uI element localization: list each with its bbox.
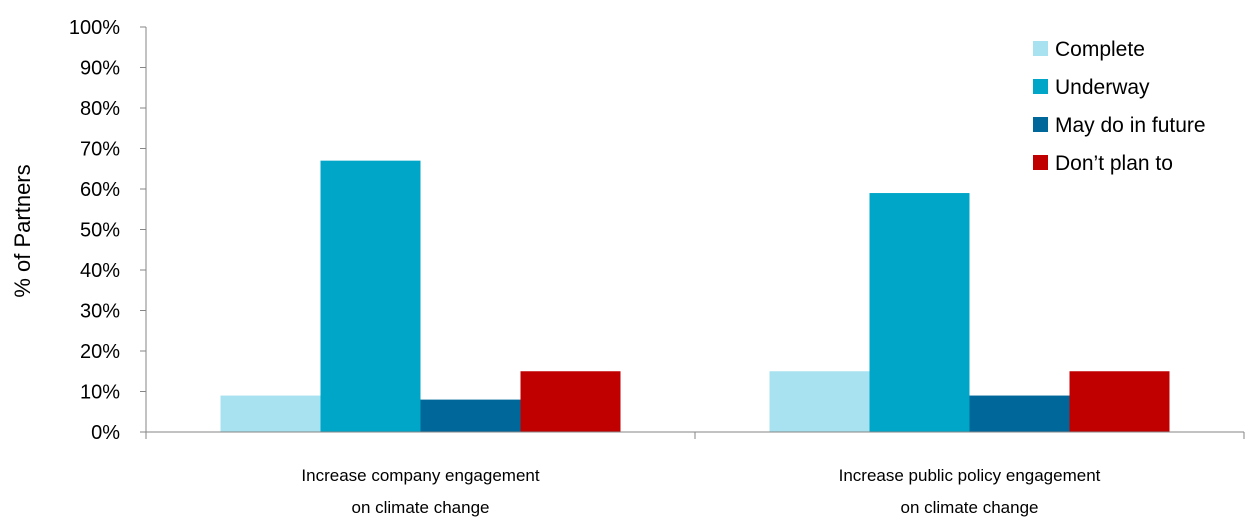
- bar: [969, 395, 1070, 432]
- bar: [769, 371, 870, 432]
- y-tick-label: 40%: [80, 260, 120, 282]
- y-tick-label: 70%: [80, 139, 120, 161]
- x-category-label: on climate change: [901, 498, 1039, 517]
- legend-label: Underway: [1055, 76, 1150, 99]
- y-tick-label: 90%: [80, 58, 120, 80]
- bar: [869, 193, 970, 432]
- bar: [220, 395, 321, 432]
- y-tick-label: 60%: [80, 179, 120, 201]
- x-category-label: Increase public policy engagement: [839, 466, 1101, 485]
- y-tick-label: 30%: [80, 301, 120, 323]
- y-tick-label: 0%: [91, 422, 120, 444]
- legend-swatch: [1033, 79, 1048, 94]
- legend-swatch: [1033, 155, 1048, 170]
- bar: [420, 399, 521, 432]
- y-tick-label: 10%: [80, 382, 120, 404]
- bar: [320, 160, 421, 432]
- y-axis-title: % of Partners: [10, 164, 35, 297]
- legend: Complete Underway May do in future Don’t pl…: [1033, 38, 1206, 175]
- y-tick-label: 50%: [80, 220, 120, 242]
- legend-label: May do in future: [1055, 114, 1206, 137]
- y-tick-label: 100%: [69, 17, 120, 39]
- bars: [220, 160, 1170, 432]
- legend-label: Don’t plan to: [1055, 152, 1173, 175]
- bar: [520, 371, 621, 432]
- x-category-label: on climate change: [352, 498, 490, 517]
- x-axis: Increase company engagement on climate ch…: [145, 431, 1245, 517]
- legend-swatch: [1033, 117, 1048, 132]
- x-category-label: Increase company engagement: [301, 466, 539, 485]
- y-axis: 0% 10% 20% 30% 40% 50% 60% 70% 80% 90% 100%: [69, 17, 147, 444]
- y-tick-label: 20%: [80, 341, 120, 363]
- legend-label: Complete: [1055, 38, 1145, 61]
- legend-swatch: [1033, 41, 1048, 56]
- bar: [1069, 371, 1170, 432]
- y-tick-label: 80%: [80, 98, 120, 120]
